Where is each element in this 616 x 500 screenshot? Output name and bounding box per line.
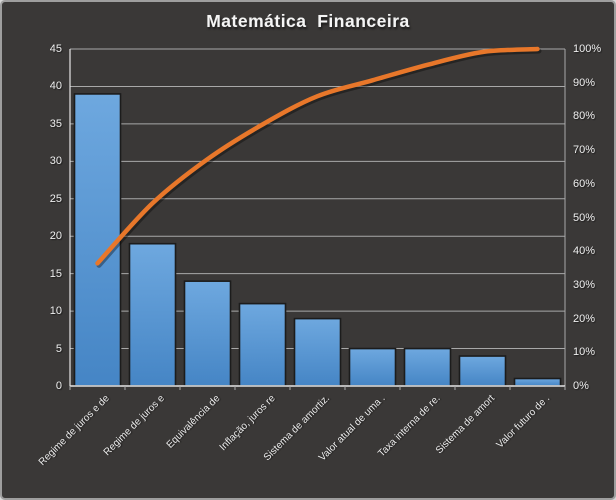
right-axis-tick-label: 80% [573,110,596,123]
bar[interactable] [73,93,122,387]
bar[interactable] [513,377,562,387]
right-axis-tick-label: 10% [573,346,596,359]
right-axis-tick-label: 70% [573,144,596,157]
cumulative-line[interactable] [95,46,540,266]
bar[interactable] [128,242,177,387]
right-axis-tick-label: 20% [573,312,596,325]
left-axis-tick-label: 20 [49,230,62,243]
left-axis-tick-label: 10 [49,305,62,318]
bar[interactable] [403,347,452,387]
cumulative-line-series [95,46,542,268]
line-shadow [96,48,542,268]
bar[interactable] [183,280,232,387]
right-axis-tick-label: 0% [573,380,589,392]
left-axis-tick-label: 45 [49,43,62,55]
left-axis-tick-label: 30 [49,155,62,168]
left-axis-tick-label: 35 [49,117,62,130]
bar[interactable] [348,347,397,387]
right-axis-tick-label: 100% [573,43,602,55]
right-axis-tick-label: 90% [573,76,596,89]
bar[interactable] [238,302,287,387]
right-axis-tick-label: 40% [573,245,596,258]
right-axis-tick-label: 60% [573,177,596,190]
axis-lines [69,49,566,390]
left-axis-tick-label: 25 [49,192,62,205]
left-axis-tick-label: 0 [55,380,62,392]
right-axis-tick-label: 30% [573,278,596,291]
chart-title: Matemática Financeira [206,11,410,31]
bar[interactable] [293,317,342,387]
bar-series [73,93,562,387]
left-axis-tick-label: 5 [55,342,62,355]
bar[interactable] [458,355,507,387]
right-axis-tick-label: 50% [573,211,596,224]
left-axis-tick-label: 40 [49,80,62,93]
left-axis-tick-label: 15 [49,267,62,280]
